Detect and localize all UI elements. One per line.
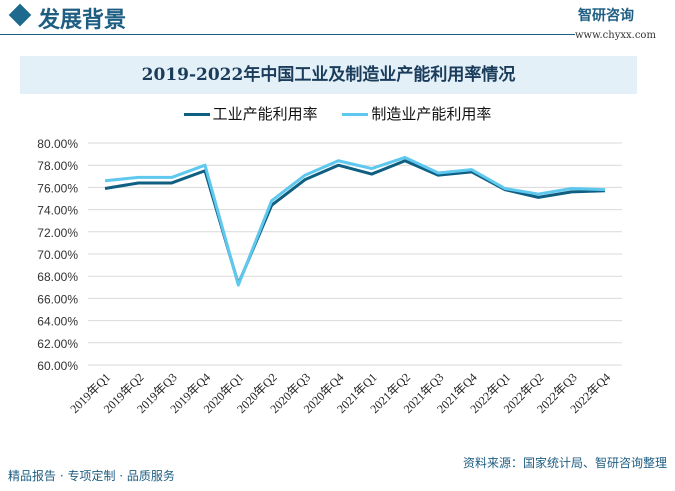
legend-item-manufacturing: 制造业产能利用率: [342, 105, 491, 123]
legend-swatch: [183, 113, 210, 116]
brand-logo: 智研咨询: [578, 8, 634, 24]
legend-label: 制造业产能利用率: [371, 105, 492, 123]
header-divider: [0, 34, 575, 35]
y-tick-label: 76.00%: [37, 181, 78, 195]
legend: 工业产能利用率 制造业产能利用率: [0, 103, 675, 124]
legend-item-industry: 工业产能利用率: [183, 105, 318, 123]
chart-title: 2019-2022年中国工业及制造业产能利用率情况: [20, 56, 637, 94]
series-line-0: [104, 159, 606, 286]
y-tick-label: 78.00%: [37, 159, 78, 173]
brand-url: www.chyxx.com: [575, 30, 656, 41]
y-tick-label: 66.00%: [37, 292, 78, 306]
y-tick-label: 64.00%: [37, 315, 78, 329]
header: 发展背景 智研咨询 www.chyxx.com: [0, 0, 675, 41]
y-tick-label: 68.00%: [37, 270, 78, 284]
section-title: 发展背景: [38, 8, 127, 33]
legend-label: 工业产能利用率: [212, 105, 318, 123]
footer: 精品报告 · 专项定制 · 品质服务 资料来源：国家统计局、智研咨询整理: [0, 456, 675, 491]
source-note: 资料来源：国家统计局、智研咨询整理: [462, 456, 667, 470]
legend-swatch: [342, 113, 369, 116]
y-tick-label: 62.00%: [37, 337, 78, 351]
series-line-1: [104, 155, 606, 287]
y-tick-label: 72.00%: [37, 226, 78, 240]
y-tick-label: 60.00%: [37, 359, 78, 373]
footer-tagline: 精品报告 · 专项定制 · 品质服务: [8, 469, 175, 483]
y-tick-label: 70.00%: [37, 248, 78, 262]
y-tick-label: 80.00%: [37, 137, 78, 151]
y-tick-label: 74.00%: [37, 204, 78, 218]
